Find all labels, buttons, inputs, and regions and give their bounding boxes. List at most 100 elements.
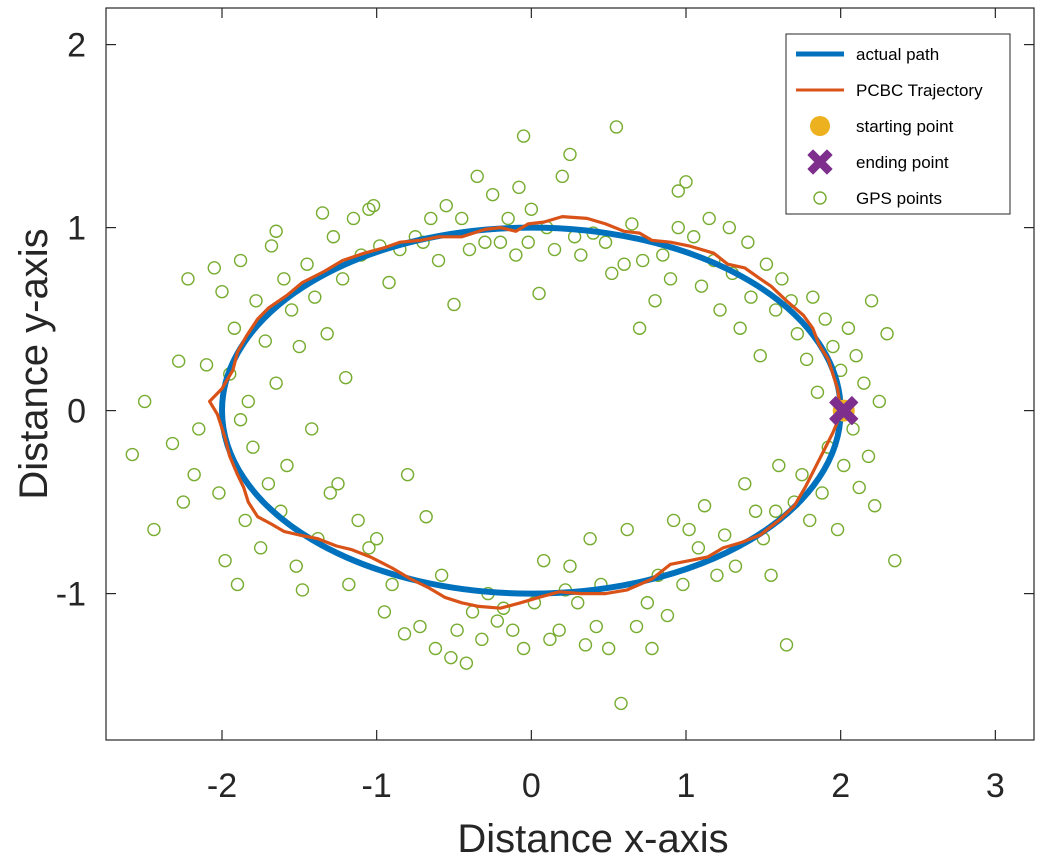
gps-point	[583, 532, 597, 546]
x-axis-label: Distance x-axis	[457, 817, 728, 857]
gps-point	[470, 169, 484, 184]
gps-point	[676, 577, 690, 592]
gps-point	[501, 211, 515, 226]
gps-point	[748, 504, 763, 518]
gps-point	[691, 541, 706, 555]
gps-point	[790, 327, 805, 341]
gps-point	[475, 632, 489, 647]
gps-point	[779, 638, 794, 652]
gps-point	[663, 272, 678, 286]
gps-point	[852, 480, 866, 495]
gps-point	[331, 477, 345, 491]
gps-point	[137, 394, 152, 409]
gps-point	[617, 257, 631, 271]
gps-point	[238, 513, 252, 528]
gps-point	[292, 339, 307, 354]
legend-label: ending point	[856, 153, 949, 172]
gps-point	[578, 638, 593, 652]
x-tick-label: -1	[362, 767, 392, 805]
x-tick-label: 0	[522, 767, 541, 805]
gps-point	[320, 327, 334, 341]
gps-point	[717, 528, 732, 542]
gps-point	[305, 422, 319, 436]
gps-point	[764, 568, 778, 582]
gps-point	[803, 513, 817, 528]
gps-point	[289, 559, 303, 573]
legend: actual path PCBC Trajectory starting point…	[785, 33, 1011, 215]
gps-point	[830, 522, 845, 537]
gps-point	[702, 211, 716, 226]
legend-end-swatch	[807, 149, 833, 175]
gps-point	[509, 248, 523, 262]
legend-gps-swatch	[813, 191, 827, 205]
gps-point	[241, 394, 255, 409]
gps-point	[810, 385, 825, 399]
gps-point	[218, 553, 232, 568]
gps-point	[215, 284, 229, 299]
gps-point	[826, 339, 840, 354]
gps-point	[351, 513, 365, 528]
gps-point	[284, 303, 299, 317]
gps-point	[424, 211, 438, 226]
gps-point	[837, 458, 851, 473]
gps-point	[362, 202, 376, 217]
data-layer	[125, 120, 902, 711]
gps-point	[521, 235, 535, 249]
gps-point	[555, 169, 569, 184]
gps-point	[246, 440, 260, 454]
gps-point	[537, 553, 551, 568]
gps-point	[258, 334, 273, 348]
gps-point	[192, 422, 206, 436]
gps-point	[589, 619, 603, 634]
gps-point	[666, 513, 681, 528]
gps-point	[671, 220, 685, 235]
gps-point	[694, 279, 709, 293]
gps-point	[125, 447, 139, 462]
gps-point	[478, 235, 492, 249]
gps-point	[165, 436, 180, 451]
gps-point	[888, 553, 902, 568]
gps-point	[176, 495, 191, 509]
gps-point	[377, 605, 392, 619]
gps-point	[447, 297, 461, 312]
gps-point	[450, 623, 464, 637]
gps-point	[880, 327, 894, 341]
gps-point	[601, 641, 616, 656]
gps-point	[815, 486, 829, 500]
gps-point	[867, 499, 882, 513]
gps-point	[772, 458, 786, 473]
y-tick-label: 1	[67, 210, 86, 248]
gps-point	[187, 467, 201, 482]
gps-point	[413, 619, 427, 634]
gps-point	[181, 272, 195, 286]
gps-point	[620, 522, 634, 537]
gps-point	[671, 184, 685, 198]
gps-point	[269, 376, 283, 390]
x-tick-label: 1	[677, 767, 696, 805]
gps-point	[428, 641, 443, 656]
axes-box	[105, 7, 1035, 741]
gps-point	[872, 394, 887, 409]
gps-point	[382, 275, 396, 290]
gps-point	[400, 467, 415, 482]
gps-point	[207, 261, 221, 275]
legend-label: actual path	[856, 45, 939, 64]
gps-point	[697, 499, 712, 513]
gps-point	[741, 235, 755, 249]
gps-point	[516, 129, 531, 143]
gps-point	[485, 187, 500, 202]
gps-point	[326, 230, 341, 244]
gps-point	[455, 211, 469, 226]
gps-point	[806, 290, 820, 304]
gps-points	[125, 120, 902, 711]
gps-point	[171, 354, 186, 368]
gps-point	[744, 290, 758, 304]
gps-point	[640, 596, 655, 610]
gps-point	[841, 321, 856, 335]
gps-point	[679, 175, 693, 189]
gps-point	[524, 202, 539, 217]
gps-point	[799, 352, 814, 367]
x-tick-label: 3	[986, 767, 1005, 805]
gps-point	[444, 650, 458, 665]
x-tick-label: 2	[831, 767, 850, 805]
